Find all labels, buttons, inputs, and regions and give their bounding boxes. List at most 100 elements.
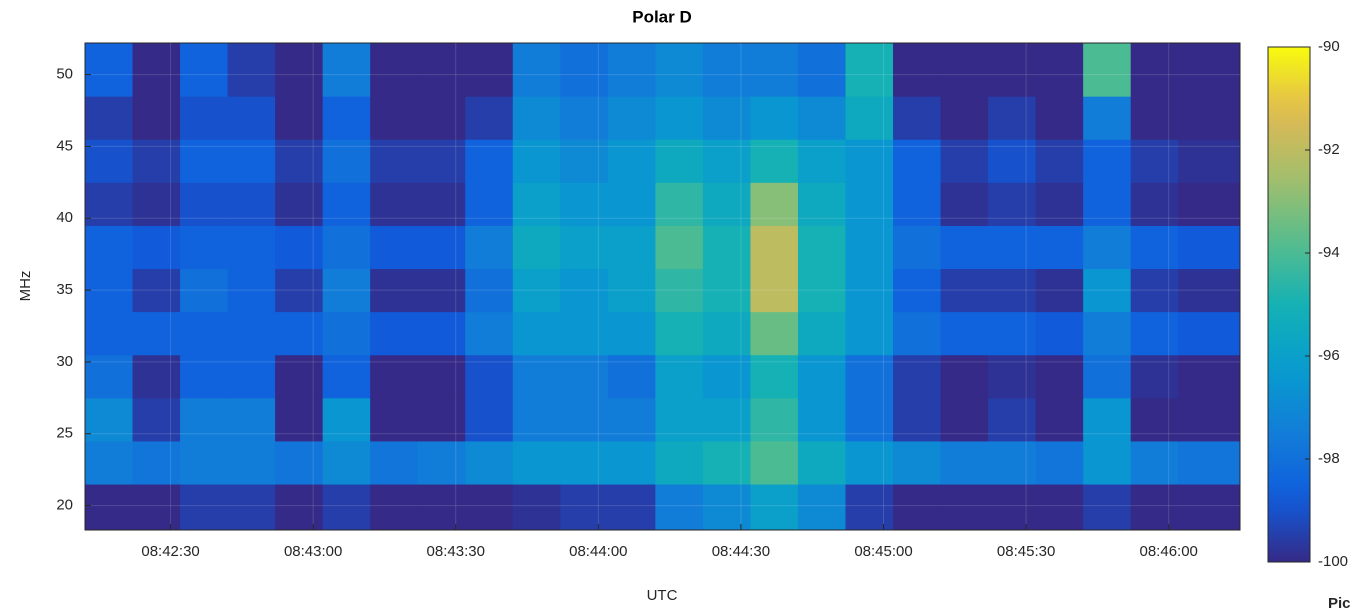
heatmap-cell bbox=[465, 440, 514, 485]
heatmap-cell bbox=[797, 354, 846, 399]
heatmap-cell bbox=[940, 268, 989, 313]
heatmap-cell bbox=[512, 484, 561, 531]
heatmap-cell bbox=[322, 268, 371, 313]
heatmap-cell bbox=[180, 225, 229, 270]
heatmap-cell bbox=[227, 354, 276, 399]
y-tick-label: 40 bbox=[56, 209, 73, 226]
heatmap-cell bbox=[322, 354, 371, 399]
heatmap-cell bbox=[1083, 397, 1132, 442]
heatmap-cell bbox=[322, 311, 371, 356]
heatmap-cell bbox=[275, 397, 324, 442]
heatmap-cell bbox=[845, 440, 894, 485]
heatmap-cell bbox=[417, 96, 466, 140]
heatmap-cell bbox=[1035, 139, 1084, 183]
heatmap-cell bbox=[1083, 139, 1132, 183]
heatmap-cell bbox=[227, 440, 276, 485]
heatmap-cell bbox=[893, 43, 942, 97]
heatmap-cell bbox=[845, 397, 894, 442]
heatmap-cell bbox=[85, 484, 134, 531]
heatmap-cell bbox=[940, 354, 989, 399]
heatmap-cell bbox=[940, 43, 989, 97]
heatmap-cell bbox=[655, 225, 704, 270]
heatmap-cell bbox=[512, 43, 561, 97]
heatmap-cell bbox=[845, 182, 894, 226]
heatmap-cell bbox=[560, 484, 609, 531]
heatmap-cell bbox=[560, 96, 609, 140]
x-tick-label: 08:42:30 bbox=[141, 543, 199, 560]
heatmap-cell bbox=[797, 484, 846, 531]
heatmap-cell bbox=[275, 139, 324, 183]
heatmap-cell bbox=[370, 397, 419, 442]
heatmap-cell bbox=[132, 484, 181, 531]
heatmap-cell bbox=[370, 43, 419, 97]
heatmap-cell bbox=[560, 139, 609, 183]
heatmap-cell bbox=[227, 268, 276, 313]
heatmap-cell bbox=[465, 268, 514, 313]
heatmap-cell bbox=[940, 139, 989, 183]
heatmap-cell bbox=[132, 43, 181, 97]
x-tick-label: 08:44:30 bbox=[712, 543, 770, 560]
heatmap-cell bbox=[940, 397, 989, 442]
chart-title: Polar D bbox=[632, 7, 692, 26]
heatmap-cell bbox=[940, 182, 989, 226]
heatmap-cell bbox=[85, 43, 134, 97]
heatmap-cell bbox=[702, 139, 751, 183]
heatmap-cell bbox=[132, 225, 181, 270]
heatmap-cell bbox=[512, 354, 561, 399]
heatmap-cell bbox=[370, 225, 419, 270]
heatmap-cell bbox=[132, 354, 181, 399]
heatmap-cell bbox=[607, 182, 656, 226]
heatmap-cell bbox=[180, 96, 229, 140]
heatmap-cell bbox=[988, 96, 1037, 140]
heatmap-cell bbox=[1130, 225, 1179, 270]
heatmap-cell bbox=[750, 268, 799, 313]
heatmap-cell bbox=[370, 440, 419, 485]
heatmap-cell bbox=[275, 225, 324, 270]
heatmap-cell bbox=[750, 182, 799, 226]
heatmap-cell bbox=[988, 397, 1037, 442]
heatmap-cell bbox=[797, 440, 846, 485]
heatmap-cell bbox=[988, 440, 1037, 485]
heatmap-cell bbox=[322, 182, 371, 226]
x-tick-label: 08:44:00 bbox=[569, 543, 627, 560]
heatmap-cell bbox=[275, 43, 324, 97]
heatmap-cell bbox=[1035, 397, 1084, 442]
heatmap-cell bbox=[607, 484, 656, 531]
x-tick-label: 08:45:30 bbox=[997, 543, 1055, 560]
colorbar-tick-label: -100 bbox=[1318, 553, 1348, 570]
heatmap-cell bbox=[322, 440, 371, 485]
heatmap-cell bbox=[988, 311, 1037, 356]
heatmap-cell bbox=[370, 268, 419, 313]
heatmap-cell bbox=[132, 96, 181, 140]
heatmap-cell bbox=[1130, 440, 1179, 485]
plot-area bbox=[85, 43, 1241, 531]
heatmap-cell bbox=[227, 484, 276, 531]
heatmap-cell bbox=[702, 43, 751, 97]
heatmap-cell bbox=[1083, 182, 1132, 226]
heatmap-cell bbox=[275, 96, 324, 140]
heatmap-cell bbox=[750, 397, 799, 442]
footer-text: Pic bbox=[1328, 595, 1351, 610]
y-tick-label: 25 bbox=[56, 425, 73, 442]
heatmap-cell bbox=[85, 354, 134, 399]
heatmap-cell bbox=[655, 440, 704, 485]
heatmap-cell bbox=[512, 268, 561, 313]
heatmap-cell bbox=[85, 440, 134, 485]
heatmap-cell bbox=[893, 225, 942, 270]
heatmap-cell bbox=[1035, 96, 1084, 140]
heatmap-cell bbox=[893, 182, 942, 226]
heatmap-cell bbox=[560, 182, 609, 226]
heatmap-cell bbox=[560, 311, 609, 356]
heatmap-cell bbox=[1083, 354, 1132, 399]
colorbar-tick-label: -94 bbox=[1318, 244, 1340, 261]
heatmap-cell bbox=[275, 311, 324, 356]
heatmap-cell bbox=[988, 182, 1037, 226]
x-tick-label: 08:43:30 bbox=[427, 543, 485, 560]
heatmap-cell bbox=[560, 354, 609, 399]
heatmap-cell bbox=[845, 225, 894, 270]
heatmap-cell bbox=[1035, 354, 1084, 399]
heatmap-cell bbox=[85, 397, 134, 442]
heatmap-cell bbox=[180, 268, 229, 313]
heatmap-cell bbox=[85, 268, 134, 313]
